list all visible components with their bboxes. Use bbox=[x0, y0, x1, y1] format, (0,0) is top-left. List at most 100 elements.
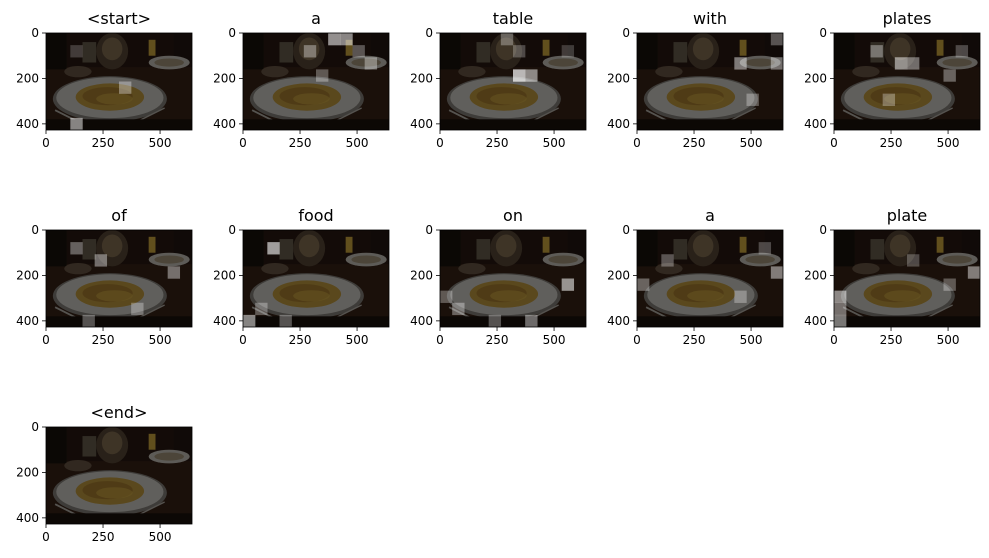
panel-title: on bbox=[503, 206, 523, 225]
y-tick-label: 200 bbox=[410, 268, 433, 282]
attention-highlight-cell bbox=[279, 314, 292, 328]
x-tick-label: 0 bbox=[42, 530, 50, 544]
panel-title: table bbox=[493, 9, 534, 28]
x-tick-label: 0 bbox=[239, 136, 247, 150]
panel-title: <end> bbox=[91, 403, 148, 422]
y-tick-label: 400 bbox=[213, 117, 236, 131]
attention-highlight-cell bbox=[746, 93, 759, 106]
attention-highlight-cell bbox=[316, 69, 329, 82]
x-tick-label: 0 bbox=[830, 333, 838, 347]
axes-frame bbox=[45, 426, 193, 525]
attention-highlight-cell bbox=[943, 69, 956, 82]
attention-highlight-cell bbox=[500, 33, 514, 46]
x-tick-label: 0 bbox=[633, 333, 641, 347]
attention-highlight-cell bbox=[452, 302, 465, 316]
attention-highlight-cell bbox=[561, 45, 575, 58]
x-tick-label: 500 bbox=[740, 333, 763, 347]
attention-highlight-cell bbox=[834, 314, 847, 328]
y-tick-label: 400 bbox=[213, 314, 236, 328]
y-tick-label: 200 bbox=[213, 71, 236, 85]
y-tick-label: 0 bbox=[31, 420, 39, 434]
attention-dim-overlay bbox=[46, 33, 192, 130]
panel-title: food bbox=[298, 206, 333, 225]
y-tick-label: 400 bbox=[804, 314, 827, 328]
attention-highlight-cell bbox=[70, 242, 83, 255]
panel-title: a bbox=[705, 206, 715, 225]
attention-highlight-cell bbox=[488, 314, 502, 328]
x-tick-label: 500 bbox=[543, 136, 566, 150]
attention-panel: a 0 250 500 0 200 400 bbox=[213, 9, 390, 150]
panel-title: a bbox=[311, 9, 321, 28]
axes-frame bbox=[833, 32, 981, 131]
attention-highlight-cell bbox=[734, 290, 747, 303]
y-tick-label: 200 bbox=[16, 268, 39, 282]
attention-highlight-cell bbox=[770, 266, 784, 279]
x-tick-label: 500 bbox=[346, 136, 369, 150]
x-tick-label: 0 bbox=[239, 333, 247, 347]
attention-highlight-cell bbox=[94, 254, 108, 267]
attention-highlight-cell bbox=[758, 242, 772, 255]
attention-panel: of 0 250 500 0 200 400 bbox=[16, 206, 193, 347]
y-tick-label: 0 bbox=[819, 26, 827, 40]
attention-highlight-cell bbox=[243, 314, 256, 328]
y-tick-label: 400 bbox=[607, 117, 630, 131]
attention-highlight-cell bbox=[131, 302, 144, 316]
attention-highlight-cell bbox=[352, 45, 365, 58]
attention-highlight-cell bbox=[328, 33, 341, 46]
y-tick-label: 200 bbox=[16, 465, 39, 479]
axes-frame bbox=[636, 229, 784, 328]
panel-title: plate bbox=[887, 206, 928, 225]
y-tick-label: 0 bbox=[31, 26, 39, 40]
x-tick-label: 500 bbox=[149, 530, 172, 544]
attention-highlight-cell bbox=[70, 45, 83, 58]
x-tick-label: 0 bbox=[436, 333, 444, 347]
attention-highlight-cell bbox=[907, 254, 920, 267]
axes-frame bbox=[45, 229, 193, 328]
attention-panel: a 0 250 500 0 200 400 bbox=[607, 206, 784, 347]
attention-dim-overlay bbox=[834, 33, 980, 130]
y-tick-label: 400 bbox=[16, 314, 39, 328]
y-tick-label: 400 bbox=[410, 314, 433, 328]
x-tick-label: 250 bbox=[289, 136, 312, 150]
attention-panel: with 0 250 500 0 200 400 bbox=[607, 9, 784, 150]
attention-highlight-cell bbox=[364, 57, 378, 70]
attention-highlight-cell bbox=[870, 45, 883, 58]
x-tick-label: 0 bbox=[633, 136, 641, 150]
y-tick-label: 0 bbox=[228, 223, 236, 237]
x-tick-label: 500 bbox=[937, 136, 960, 150]
attention-highlight-cell bbox=[561, 278, 575, 291]
x-tick-label: 250 bbox=[486, 136, 509, 150]
x-tick-label: 250 bbox=[92, 333, 115, 347]
x-tick-label: 500 bbox=[740, 136, 763, 150]
panel-title: <start> bbox=[87, 9, 151, 28]
attention-highlight-cell bbox=[70, 117, 83, 131]
y-tick-label: 200 bbox=[607, 71, 630, 85]
y-tick-label: 400 bbox=[16, 511, 39, 525]
attention-dim-overlay bbox=[834, 230, 980, 327]
panel-title: with bbox=[693, 9, 727, 28]
attention-highlight-cell bbox=[513, 45, 526, 58]
x-tick-label: 250 bbox=[683, 333, 706, 347]
attention-dim-overlay bbox=[637, 230, 783, 327]
attention-highlight-cell bbox=[255, 302, 268, 316]
x-tick-label: 500 bbox=[543, 333, 566, 347]
axes-frame bbox=[636, 32, 784, 131]
y-tick-label: 200 bbox=[213, 268, 236, 282]
x-tick-label: 250 bbox=[880, 333, 903, 347]
attention-highlight-cell bbox=[734, 57, 747, 70]
y-tick-label: 200 bbox=[410, 71, 433, 85]
attention-dim-overlay bbox=[46, 230, 192, 327]
x-tick-label: 250 bbox=[92, 136, 115, 150]
x-tick-label: 500 bbox=[937, 333, 960, 347]
x-tick-label: 250 bbox=[289, 333, 312, 347]
y-tick-label: 0 bbox=[819, 223, 827, 237]
y-tick-label: 0 bbox=[622, 26, 630, 40]
axes-frame bbox=[45, 32, 193, 131]
attention-panel: on 0 250 500 0 200 400 bbox=[410, 206, 587, 347]
attention-highlight-cell bbox=[637, 278, 650, 291]
x-tick-label: 250 bbox=[92, 530, 115, 544]
y-tick-label: 400 bbox=[410, 117, 433, 131]
attention-highlight-cell bbox=[525, 69, 538, 82]
attention-highlight-cell bbox=[770, 57, 784, 70]
attention-highlight-cell bbox=[303, 45, 317, 58]
